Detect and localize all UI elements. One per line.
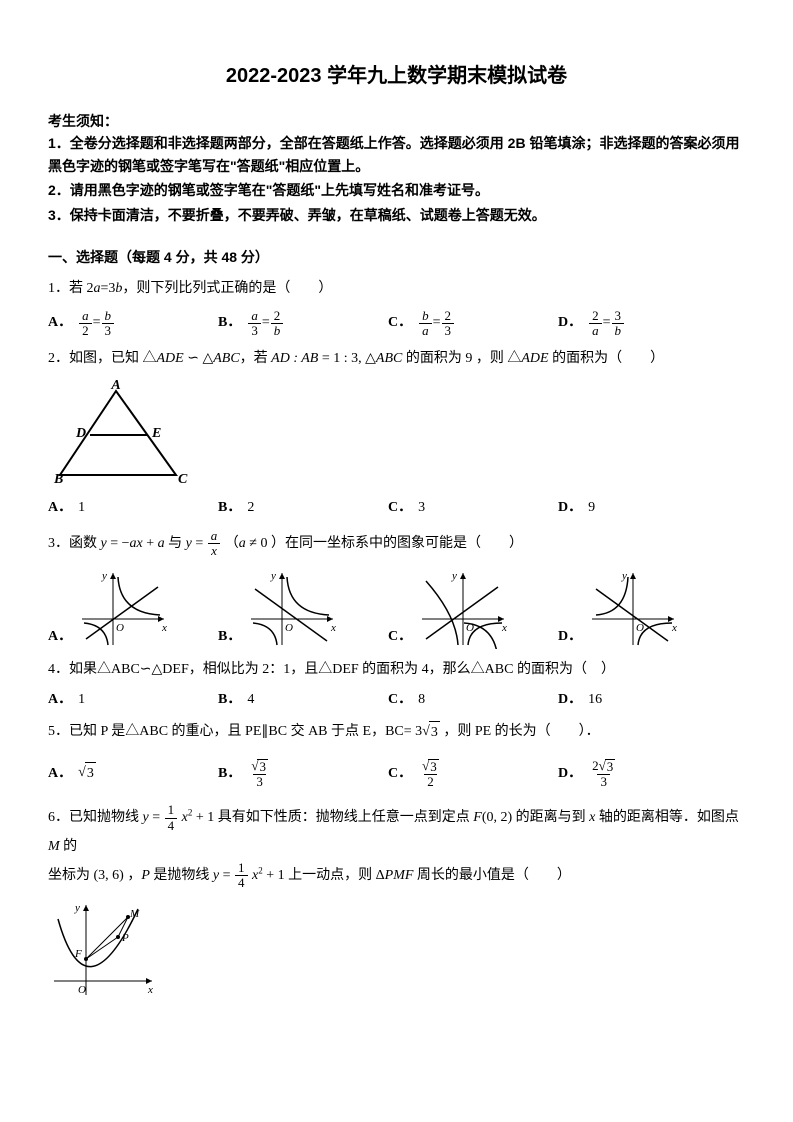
q1-options: A． a2 = b3 B． a3 = 2b C． ba = 23 D． 2a =… <box>48 309 745 339</box>
question-4: 4．如果△ABC∽△DEF，相似比为 2：1，且△DEF 的面积为 4，那么△A… <box>48 659 745 681</box>
notice-heading: 考生须知： <box>48 110 745 132</box>
svg-text:O: O <box>285 622 293 634</box>
q1-optA: A． a2 = b3 <box>48 309 218 339</box>
q2-options: A．1 B．2 C．3 D．9 <box>48 497 745 519</box>
q3-optC: C． x y O <box>388 569 558 649</box>
notice-line: 3．保持卡面清洁，不要折叠，不要弄破、弄皱，在草稿纸、试题卷上答题无效。 <box>48 204 745 226</box>
svg-text:x: x <box>147 984 153 996</box>
svg-text:y: y <box>101 570 107 582</box>
notice-line: 1．全卷分选择题和非选择题两部分，全部在答题纸上作答。选择题必须用 2B 铅笔填… <box>48 132 745 177</box>
q4-options: A．1 B．4 C．8 D．16 <box>48 689 745 711</box>
q5-options: A． √3 B． √33 C． √32 D． 2√33 <box>48 759 745 790</box>
svg-text:O: O <box>116 622 124 634</box>
svg-text:y: y <box>621 570 627 582</box>
svg-text:y: y <box>451 570 457 582</box>
svg-text:x: x <box>671 622 677 634</box>
svg-text:E: E <box>151 426 161 441</box>
svg-text:B: B <box>53 472 63 487</box>
question-3: 3．函数 y = −ax + a 与 y = ax （a ≠ 0 ）在同一坐标系… <box>48 529 745 559</box>
question-5: 5．已知 P 是△ABC 的重心，且 PE∥BC 交 AB 于点 E，BC= 3… <box>48 721 745 744</box>
svg-text:F: F <box>74 948 82 960</box>
svg-text:x: x <box>330 622 336 634</box>
svg-text:D: D <box>75 426 86 441</box>
svg-text:O: O <box>78 984 86 996</box>
question-6: 6．已知抛物线 y = 14 x2 + 1 具有如下性质：抛物线上任意一点到定点… <box>48 803 745 890</box>
q1-optB: B． a3 = 2b <box>218 309 388 339</box>
q1-stem: 1．若 2a=3b，则下列比列式正确的是（ ） <box>48 281 332 296</box>
q1-optD: D． 2a = 3b <box>558 309 728 339</box>
svg-text:x: x <box>161 622 167 634</box>
q3-optB: B． x y O <box>218 569 388 649</box>
q2-diagram: A B C D E <box>48 379 745 489</box>
svg-text:M: M <box>129 908 140 920</box>
q1-optC: C． ba = 23 <box>388 309 558 339</box>
q3-options: A． x y O B． x y O C． x <box>48 569 745 649</box>
svg-text:P: P <box>121 932 129 944</box>
q3-optD: D． x y O <box>558 569 728 649</box>
svg-text:x: x <box>501 622 507 634</box>
q3-optA: A． x y O <box>48 569 218 649</box>
page-title: 2022-2023 学年九上数学期末模拟试卷 <box>48 60 745 92</box>
svg-text:y: y <box>74 902 80 914</box>
notice-line: 2．请用黑色字迹的钢笔或签字笔在"答题纸"上先填写姓名和准考证号。 <box>48 179 745 201</box>
question-1: 1．若 2a=3b，则下列比列式正确的是（ ） <box>48 278 745 300</box>
section-heading: 一、选择题（每题 4 分，共 48 分） <box>48 246 745 268</box>
svg-text:A: A <box>110 379 120 393</box>
svg-text:C: C <box>178 472 188 487</box>
q6-diagram: x y O M P F <box>48 899 745 999</box>
svg-text:y: y <box>270 570 276 582</box>
question-2: 2．如图，已知 △ADE ∽ △ABC，若 AD : AB = 1 : 3, △… <box>48 348 745 370</box>
